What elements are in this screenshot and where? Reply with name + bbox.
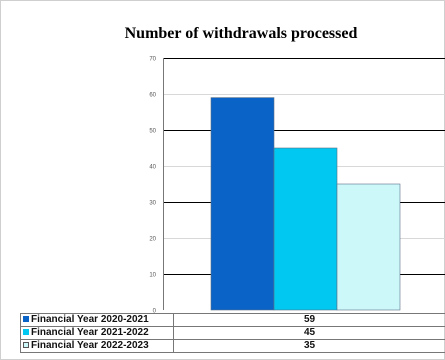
bar-1 bbox=[210, 97, 275, 311]
table-row: Financial Year 2022-2023 35 bbox=[20, 339, 445, 353]
value-cell: 59 bbox=[173, 313, 445, 327]
bar-3 bbox=[336, 183, 401, 311]
value-cell: 35 bbox=[173, 339, 445, 353]
legend-label: Financial Year 2022-2023 bbox=[31, 340, 149, 352]
value-cell: 45 bbox=[173, 326, 445, 340]
table-row: Financial Year 2020-2021 59 bbox=[20, 313, 445, 327]
y-tick-label: 70 bbox=[149, 57, 156, 63]
data-table: Financial Year 2020-2021 59 Financial Year… bbox=[20, 313, 445, 353]
y-tick-label: 10 bbox=[149, 273, 156, 279]
chart-title: Number of withdrawals processed bbox=[124, 25, 358, 42]
bar-2 bbox=[273, 147, 338, 311]
legend-cell: Financial Year 2020-2021 bbox=[20, 313, 174, 327]
legend-swatch bbox=[23, 342, 29, 348]
y-tick-label: 30 bbox=[149, 201, 156, 207]
legend-label: Financial Year 2020-2021 bbox=[31, 314, 149, 326]
table-row: Financial Year 2021-2022 45 bbox=[20, 326, 445, 340]
legend-swatch bbox=[23, 316, 29, 322]
y-tick-label: 20 bbox=[149, 237, 156, 243]
legend-cell: Financial Year 2022-2023 bbox=[20, 339, 174, 353]
legend-swatch bbox=[23, 329, 29, 335]
y-tick-label: 0 bbox=[153, 309, 157, 314]
legend-label: Financial Year 2021-2022 bbox=[31, 327, 149, 339]
bar-chart: 70 60 50 40 30 20 10 0 bbox=[149, 57, 445, 314]
legend-cell: Financial Year 2021-2022 bbox=[20, 326, 174, 340]
y-tick-label: 40 bbox=[149, 165, 156, 171]
y-tick-label: 50 bbox=[149, 129, 156, 135]
y-tick-label: 60 bbox=[149, 93, 156, 99]
